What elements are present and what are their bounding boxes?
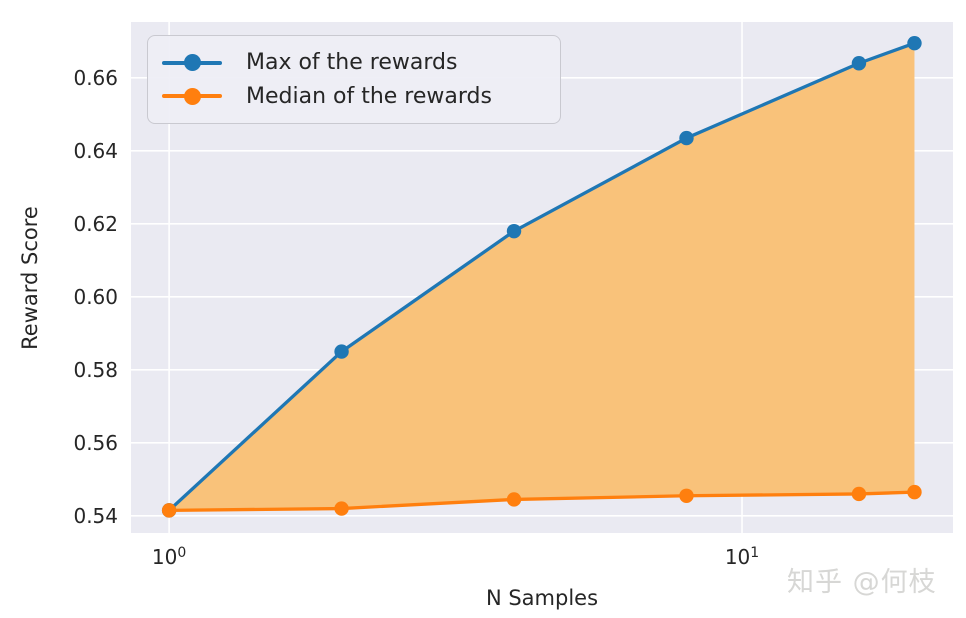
y-tick-label: 0.66 [73, 65, 118, 90]
legend-label-max: Max of the rewards [246, 50, 458, 76]
legend: Max of the rewards Median of the rewards [147, 35, 561, 124]
x-tick-label: 101 [724, 545, 760, 569]
median-line-marker-icon [162, 87, 222, 105]
max-marker [679, 130, 694, 146]
y-tick-label: 0.58 [73, 357, 118, 382]
median-marker [679, 488, 694, 503]
x-axis-label: N Samples [485, 586, 599, 610]
y-tick-label: 0.64 [73, 138, 118, 163]
x-tick-label: 100 [151, 545, 187, 569]
median-marker [907, 484, 922, 500]
y-tick-label: 0.62 [73, 211, 118, 236]
median-line [167, 490, 917, 513]
legend-entry-median: Median of the rewards [162, 80, 544, 112]
median-marker [506, 492, 522, 507]
max-marker [851, 56, 867, 71]
max-marker [907, 35, 922, 51]
max-line [167, 41, 917, 513]
median-marker [334, 501, 349, 516]
y-tick-label: 0.60 [73, 284, 118, 309]
legend-label-median: Median of the rewards [246, 83, 492, 109]
max-line-marker-icon [162, 54, 222, 72]
fill-region [169, 43, 915, 511]
max-marker [506, 223, 522, 239]
median-marker [161, 503, 177, 518]
watermark: 知乎 @何枝 [787, 567, 937, 598]
max-marker [334, 344, 349, 359]
median-marker [851, 486, 867, 502]
y-axis-label: Reward Score [18, 206, 42, 350]
y-tick-label: 0.56 [73, 430, 118, 455]
legend-entry-max: Max of the rewards [162, 47, 544, 79]
y-tick-label: 0.54 [73, 503, 118, 528]
